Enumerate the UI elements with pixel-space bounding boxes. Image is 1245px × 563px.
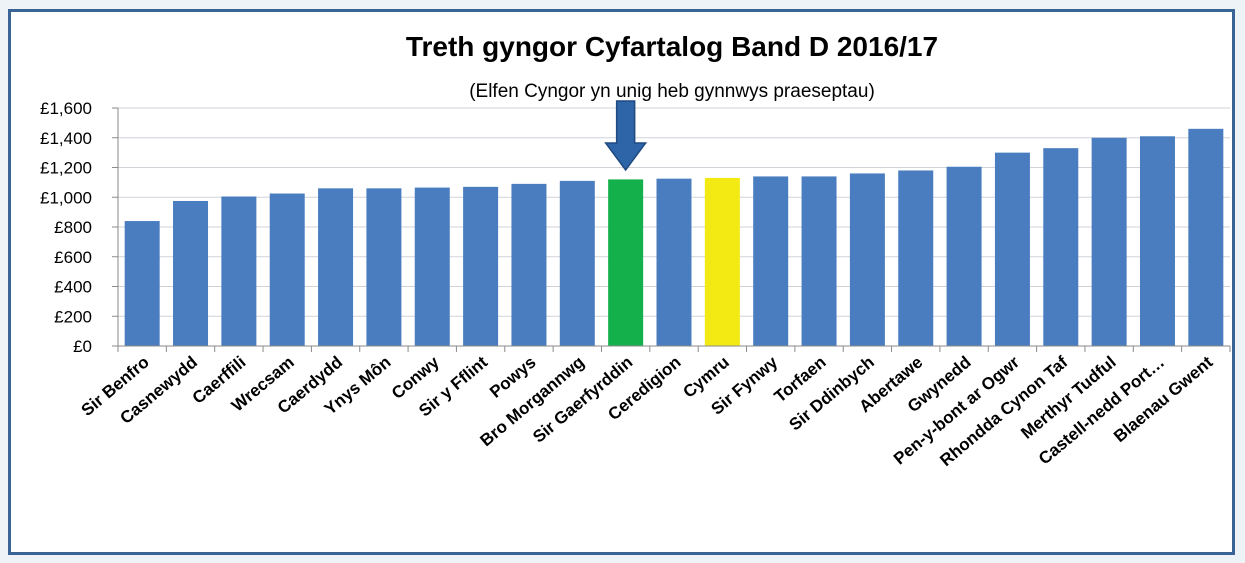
y-tick-label: £1,000 xyxy=(40,188,92,207)
bar-13 xyxy=(753,176,789,346)
chart-subtitle: (Elfen Cyngor yn unig heb gynnwys praese… xyxy=(469,81,875,102)
bar-19 xyxy=(1043,148,1079,346)
y-tick-label: £800 xyxy=(54,218,92,237)
bar-16 xyxy=(898,170,934,346)
bar-6 xyxy=(414,187,450,346)
bar-15 xyxy=(849,173,885,346)
bar-18 xyxy=(994,152,1030,346)
bar-7 xyxy=(463,186,499,346)
bar-14 xyxy=(801,176,837,346)
bar-9 xyxy=(559,180,595,346)
bar-20 xyxy=(1091,137,1127,346)
bar-5 xyxy=(366,188,402,346)
down-arrow-icon xyxy=(604,100,648,172)
bar-0 xyxy=(124,221,160,346)
bar-3 xyxy=(269,193,305,346)
bar-11 xyxy=(656,178,692,346)
y-tick-label: £1,400 xyxy=(40,129,92,148)
bar-10 xyxy=(608,179,644,346)
y-tick-label: £200 xyxy=(54,307,92,326)
bar-8 xyxy=(511,183,547,346)
y-tick-label: £400 xyxy=(54,278,92,297)
bar-2 xyxy=(221,196,257,346)
chart-title: Treth gyngor Cyfartalog Band D 2016/17 xyxy=(406,31,938,62)
bar-12 xyxy=(704,177,740,346)
bar-1 xyxy=(173,200,209,346)
bar-17 xyxy=(946,166,982,346)
bar-21 xyxy=(1139,136,1175,346)
y-tick-label: £1,600 xyxy=(40,99,92,118)
y-tick-label: £0 xyxy=(73,337,92,356)
bar-22 xyxy=(1188,128,1224,346)
y-tick-label: £1,200 xyxy=(40,159,92,178)
y-tick-label: £600 xyxy=(54,248,92,267)
bar-4 xyxy=(318,188,354,346)
